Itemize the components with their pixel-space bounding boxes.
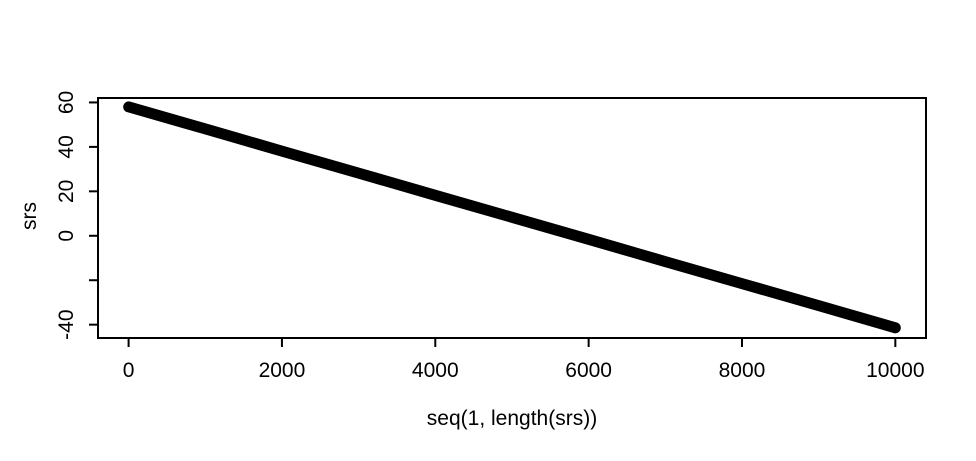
y-tick-label: 40 xyxy=(55,135,78,158)
y-tick-label: -40 xyxy=(55,309,78,339)
x-tick-label: 8000 xyxy=(719,359,766,382)
x-axis-tick-labels: 0 2000 4000 6000 8000 10000 xyxy=(123,359,925,382)
plot-box xyxy=(97,97,927,339)
y-axis-tick-labels: 60 40 20 0 -40 xyxy=(55,91,78,340)
x-tick-label: 0 xyxy=(123,359,135,382)
x-axis-ticks xyxy=(127,338,897,347)
x-axis-label: seq(1, length(srs)) xyxy=(427,407,597,430)
y-tick-label: 60 xyxy=(55,91,78,114)
y-tick-label: 0 xyxy=(55,230,78,242)
y-tick-label: 20 xyxy=(55,180,78,203)
x-tick-label: 10000 xyxy=(866,359,924,382)
y-axis-label: srs xyxy=(18,202,41,230)
data-series-line xyxy=(123,101,901,334)
x-tick-label: 4000 xyxy=(412,359,459,382)
y-axis-ticks xyxy=(89,101,98,326)
x-tick-label: 6000 xyxy=(565,359,612,382)
x-tick-label: 2000 xyxy=(259,359,306,382)
